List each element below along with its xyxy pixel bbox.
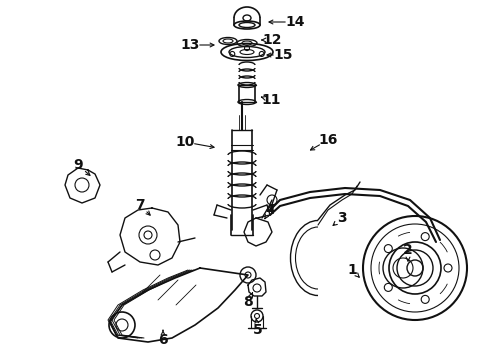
- Text: 13: 13: [180, 38, 200, 52]
- Text: 3: 3: [337, 211, 347, 225]
- Text: 2: 2: [403, 243, 413, 257]
- Text: 5: 5: [253, 323, 263, 337]
- Text: 6: 6: [158, 333, 168, 347]
- Text: 7: 7: [135, 198, 145, 212]
- Text: 15: 15: [273, 48, 293, 62]
- Text: 9: 9: [73, 158, 83, 172]
- Text: 14: 14: [285, 15, 305, 29]
- Text: 10: 10: [175, 135, 195, 149]
- Text: 16: 16: [318, 133, 338, 147]
- Text: 11: 11: [261, 93, 281, 107]
- Text: 12: 12: [262, 33, 282, 47]
- Text: 1: 1: [347, 263, 357, 277]
- Text: 4: 4: [265, 203, 275, 217]
- Text: 8: 8: [243, 295, 253, 309]
